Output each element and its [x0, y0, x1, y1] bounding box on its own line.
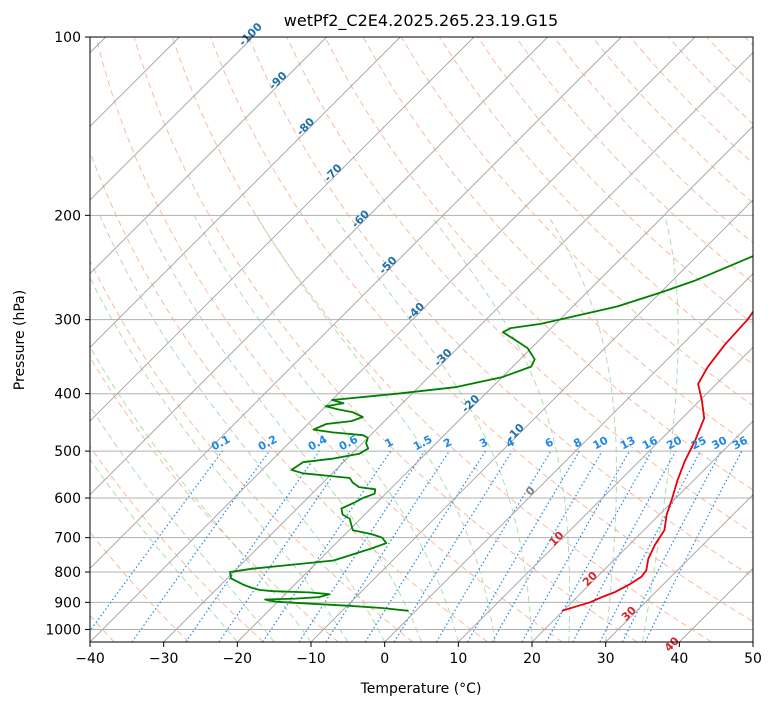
mixing-ratio-line-1.5 [298, 450, 425, 642]
mixing-ratio-label: 16 [640, 434, 660, 453]
x-tick-label: 10 [449, 651, 467, 667]
plot-background [90, 37, 753, 642]
moist-adiabat-30 [547, 215, 617, 642]
moist-adiabat--15 [90, 405, 275, 642]
y-tick-label: 600 [54, 491, 81, 507]
mixing-ratio-line-20 [572, 450, 677, 642]
x-tick-label: −20 [223, 651, 253, 667]
isotherm-30 [605, 494, 753, 642]
dewpoint-profile-line [229, 255, 753, 612]
mixing-ratio-line-2 [325, 450, 450, 642]
isotherm-50 [752, 641, 753, 642]
dry-adiabat-130 [515, 37, 753, 284]
chart-title: wetPf2_C2E4.2025.265.23.19.G15 [284, 11, 558, 31]
x-tick-label: −40 [75, 651, 105, 667]
sounding-series [229, 255, 753, 612]
isotherm--60 [90, 37, 548, 496]
y-tick-label: 900 [54, 595, 81, 611]
mixing-ratio-line-4 [393, 450, 513, 642]
mixing-ratio-label: 10 [591, 433, 611, 452]
isotherm--10 [310, 199, 753, 642]
isotherm--20 [237, 125, 753, 642]
moist-adiabat--10 [90, 345, 312, 642]
dry-adiabat-20 [95, 37, 563, 642]
isotherm--70 [90, 37, 475, 422]
y-tick-label: 1000 [45, 622, 81, 638]
y-tick-label: 300 [54, 313, 81, 329]
mixing-ratio-line-0.6 [218, 450, 351, 642]
mixing-ratio-line-36 [644, 450, 743, 642]
moist-adiabat-10 [193, 215, 459, 642]
x-tick-label: 30 [597, 651, 615, 667]
dry-adiabat-40 [171, 37, 712, 642]
dry-adiabat--10 [90, 356, 339, 642]
y-tick-label: 500 [54, 444, 81, 460]
dry-adiabat-80 [324, 37, 753, 491]
mixing-ratio-line-0.2 [131, 450, 270, 642]
y-tick-label: 800 [54, 565, 81, 581]
x-tick-label: −10 [296, 651, 326, 667]
mixing-ratio-lines [90, 450, 743, 642]
y-tick-label: 200 [54, 208, 81, 224]
plot-frame [89, 36, 754, 643]
mixing-ratio-label: 25 [689, 434, 709, 453]
y-axis-title: Pressure (hPa) [12, 290, 28, 390]
x-axis-ticks: −40 −30 −20 −10 0 10 20 30 40 50 [75, 642, 762, 667]
mixing-ratio-line-13 [521, 450, 631, 642]
isotherm--100 [90, 37, 254, 201]
mixing-ratio-line-0.1 [90, 450, 223, 632]
dry-adiabat-50 [210, 37, 753, 623]
isotherm--40 [90, 37, 696, 642]
moist-adiabat-0 [99, 215, 386, 642]
dry-adiabat-70 [286, 37, 753, 534]
y-tick-label: 100 [54, 30, 81, 46]
isotherm--50 [90, 37, 622, 569]
x-tick-label: 40 [670, 651, 688, 667]
mixing-ratio-line-1 [262, 450, 392, 642]
y-axis-ticks: 100 200 300 400 500 600 700 800 900 1000 [45, 30, 90, 638]
y-tick-label: 400 [54, 387, 81, 403]
dry-adiabat--20 [90, 445, 264, 642]
x-axis-title: Temperature (°C) [360, 681, 482, 697]
mixing-ratio-line-0.4 [185, 450, 320, 642]
dry-adiabat-60 [248, 37, 753, 578]
dry-adiabat-0 [90, 259, 414, 642]
temperature-profile-line [561, 310, 753, 612]
y-tick-label: 700 [54, 531, 81, 547]
mixing-ratio-label: 30 [710, 434, 730, 453]
isotherm--90 [90, 37, 327, 275]
moist-adiabat-20 [333, 215, 533, 642]
mixing-ratio-label: 13 [618, 434, 638, 453]
isotherm-20 [531, 420, 753, 642]
mixing-ratio-label: 20 [664, 433, 684, 452]
moist-adiabat--20 [90, 458, 238, 642]
isotherm-0 [384, 273, 753, 642]
isotherm--30 [163, 52, 753, 642]
isotherm--80 [90, 37, 401, 348]
moist-adiabats [90, 215, 679, 642]
mixing-ratio-line-16 [545, 450, 653, 642]
x-tick-label: 50 [744, 651, 762, 667]
moist-adiabat-25 [430, 215, 571, 642]
moist-adiabat-35 [642, 215, 679, 642]
x-tick-label: −30 [149, 651, 179, 667]
moist-adiabat-5 [142, 215, 422, 642]
isotherm-10 [458, 346, 753, 642]
x-tick-label: 0 [380, 651, 389, 667]
mixing-ratio-label: 36 [730, 434, 750, 453]
x-tick-label: 20 [523, 651, 541, 667]
dry-adiabats [90, 37, 753, 642]
dry-adiabat-30 [133, 37, 638, 642]
isotherms [90, 37, 753, 642]
